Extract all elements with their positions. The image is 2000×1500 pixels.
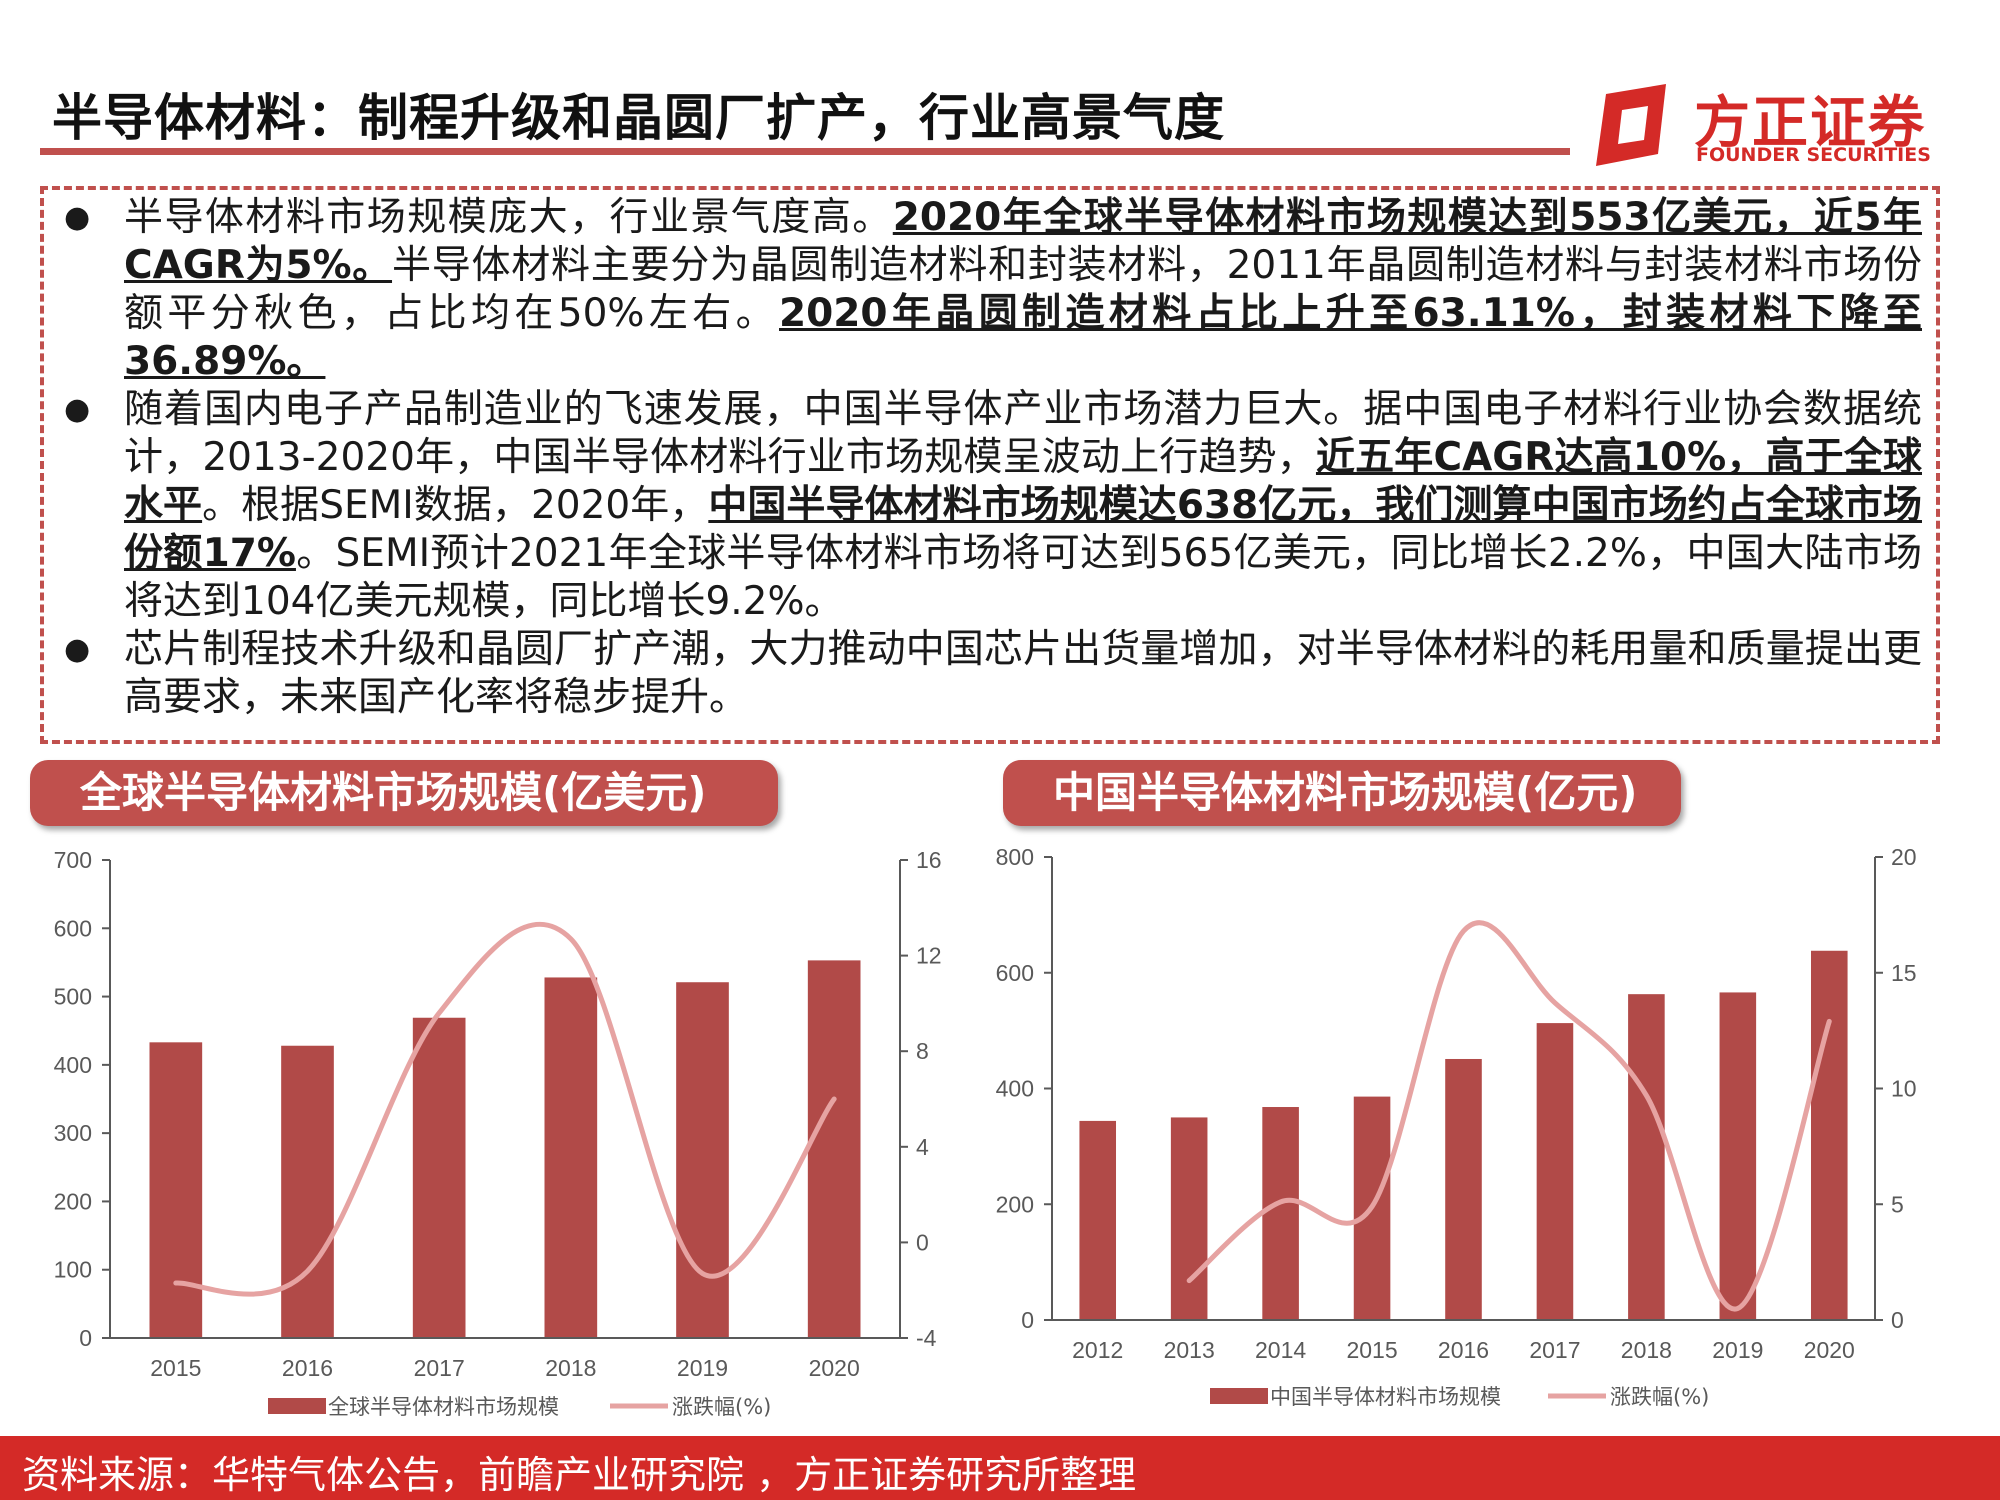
legend-label-line: 涨跌幅(%) xyxy=(672,1395,771,1419)
y-tick-label-right: 8 xyxy=(916,1038,929,1064)
x-tick-label: 2020 xyxy=(809,1355,860,1381)
bar xyxy=(1445,1058,1482,1320)
bullet-text: 。SEMI预计2021年全球半导体材料市场将可达到565亿美元，同比增长2.2%… xyxy=(124,531,1922,624)
bar xyxy=(412,1017,466,1338)
bar xyxy=(281,1045,334,1338)
y-tick-label-right: 20 xyxy=(1891,844,1917,870)
brand-logo-icon xyxy=(1596,84,1666,166)
x-tick-label: 2018 xyxy=(545,1355,596,1381)
bullet-highlight: 2020年全球半导体材料市场规模达到553亿美元，近5年CAGR为5%。 xyxy=(124,195,1922,288)
bullet-item: 随着国内电子产品制造业的飞速发展，中国半导体产业市场潜力巨大。据中国电子材料行业… xyxy=(64,386,1922,626)
bullet-item: 半导体材料市场规模庞大，行业景气度高。2020年全球半导体材料市场规模达到553… xyxy=(64,194,1922,386)
y-tick-label-right: 16 xyxy=(916,847,942,873)
x-tick-label: 2015 xyxy=(1346,1337,1397,1363)
bar xyxy=(1719,992,1757,1320)
bullet-highlight: 2020年晶圆制造材料占比上升至63.11%，封装材料下降至36.89%。 xyxy=(124,291,1922,384)
y-tick-label-right: -4 xyxy=(916,1325,937,1351)
y-tick-label-right: 12 xyxy=(916,943,942,969)
change-rate-line xyxy=(173,922,837,1297)
x-tick-label: 2015 xyxy=(150,1355,201,1381)
y-tick-label-right: 0 xyxy=(916,1229,929,1255)
title-divider xyxy=(40,148,1570,155)
y-tick-label-left: 600 xyxy=(996,960,1034,986)
bar xyxy=(1079,1120,1117,1320)
summary-bullets: 半导体材料市场规模庞大，行业景气度高。2020年全球半导体材料市场规模达到553… xyxy=(64,194,1922,722)
summary-box xyxy=(40,186,1940,744)
brand-name-cn: 方正证券 xyxy=(1694,91,1926,156)
bar xyxy=(1628,994,1665,1320)
bar xyxy=(807,960,861,1338)
bar xyxy=(1262,1107,1299,1320)
bullet-highlight: 中国半导体材料市场规模达638亿元，我们测算中国市场约占全球市场份额17% xyxy=(124,483,1922,576)
legend-swatch-bar xyxy=(268,1398,326,1414)
chart-title-china: 中国半导体材料市场规模(亿元) xyxy=(1003,760,1681,826)
bar xyxy=(676,982,729,1338)
legend-label-line: 涨跌幅(%) xyxy=(1610,1385,1709,1409)
bullet-text: 随着国内电子产品制造业的飞速发展，中国半导体产业市场潜力巨大。据中国电子材料行业… xyxy=(124,387,1922,480)
bullet-text: 半导体材料主要分为晶圆制造材料和封装材料，2011年晶圆制造材料与封装材料市场份… xyxy=(124,243,1922,336)
legend-label-bar: 全球半导体材料市场规模 xyxy=(328,1395,559,1419)
y-tick-label-right: 15 xyxy=(1891,960,1917,986)
y-tick-label-left: 600 xyxy=(54,915,92,941)
y-tick-label-left: 400 xyxy=(54,1052,92,1078)
bar xyxy=(1536,1023,1574,1320)
bullet-text: 半导体材料市场规模庞大，行业景气度高。 xyxy=(124,195,893,240)
chart-title-global: 全球半导体材料市场规模(亿美元) xyxy=(30,760,778,826)
y-tick-label-left: 200 xyxy=(54,1188,92,1214)
page-title: 半导体材料：制程升级和晶圆厂扩产，行业高景气度 xyxy=(52,89,1225,147)
y-tick-label-left: 800 xyxy=(996,844,1034,870)
bar xyxy=(1170,1117,1208,1320)
bullet-highlight: 近五年CAGR达高10%，高于全球水平 xyxy=(124,435,1922,528)
y-tick-label-left: 300 xyxy=(54,1120,92,1146)
x-tick-label: 2016 xyxy=(1438,1337,1489,1363)
x-tick-label: 2017 xyxy=(1529,1337,1580,1363)
bullet-item: 芯片制程技术升级和晶圆厂扩产潮，大力推动中国芯片出货量增加，对半导体材料的耗用量… xyxy=(64,626,1922,722)
x-tick-label: 2017 xyxy=(414,1355,465,1381)
x-tick-label: 2018 xyxy=(1621,1337,1672,1363)
y-tick-label-left: 100 xyxy=(54,1257,92,1283)
bar xyxy=(544,977,598,1338)
x-tick-label: 2019 xyxy=(1712,1337,1763,1363)
x-tick-label: 2013 xyxy=(1164,1337,1215,1363)
x-tick-label: 2014 xyxy=(1255,1337,1306,1363)
y-tick-label-left: 500 xyxy=(54,984,92,1010)
bar xyxy=(149,1042,203,1338)
y-tick-label-left: 0 xyxy=(79,1325,92,1351)
bar xyxy=(1810,950,1848,1320)
china-market-chart: 0 200 400 600 800 0 5 10 15 20 2012 2013 2014 2015 201… xyxy=(996,844,1917,1409)
x-tick-label: 2012 xyxy=(1072,1337,1123,1363)
x-tick-label: 2019 xyxy=(677,1355,728,1381)
y-tick-label-left: 700 xyxy=(54,847,92,873)
x-tick-label: 2016 xyxy=(282,1355,333,1381)
brand-name-en: FOUNDER SECURITIES xyxy=(1696,144,1931,166)
global-market-chart: 0 100 200 300 400 500 600 700 -4 0 4 8 12 16 2015 2016 2… xyxy=(54,847,942,1419)
source-note: 资料来源：华特气体公告，前瞻产业研究院 ，方正证券研究所整理 xyxy=(22,1453,1137,1497)
change-rate-line xyxy=(1186,920,1832,1312)
y-tick-label-right: 10 xyxy=(1891,1076,1917,1102)
y-tick-label-left: 200 xyxy=(996,1191,1034,1217)
brand-logo: 方正证券 FOUNDER SECURITIES xyxy=(1596,76,1931,166)
legend-swatch-bar xyxy=(1210,1388,1268,1404)
x-tick-label: 2020 xyxy=(1804,1337,1855,1363)
y-tick-label-left: 400 xyxy=(996,1076,1034,1102)
legend-label-bar: 中国半导体材料市场规模 xyxy=(1270,1385,1501,1409)
y-tick-label-right: 0 xyxy=(1891,1307,1904,1333)
y-tick-label-right: 5 xyxy=(1891,1191,1904,1217)
y-tick-label-left: 0 xyxy=(1021,1307,1034,1333)
y-tick-label-right: 4 xyxy=(916,1134,929,1160)
bullet-text: 芯片制程技术升级和晶圆厂扩产潮，大力推动中国芯片出货量增加，对半导体材料的耗用量… xyxy=(124,627,1922,720)
footer-bar: 资料来源：华特气体公告，前瞻产业研究院 ，方正证券研究所整理 xyxy=(0,1436,2000,1500)
bullet-text: 。根据SEMI数据，2020年， xyxy=(202,483,709,528)
